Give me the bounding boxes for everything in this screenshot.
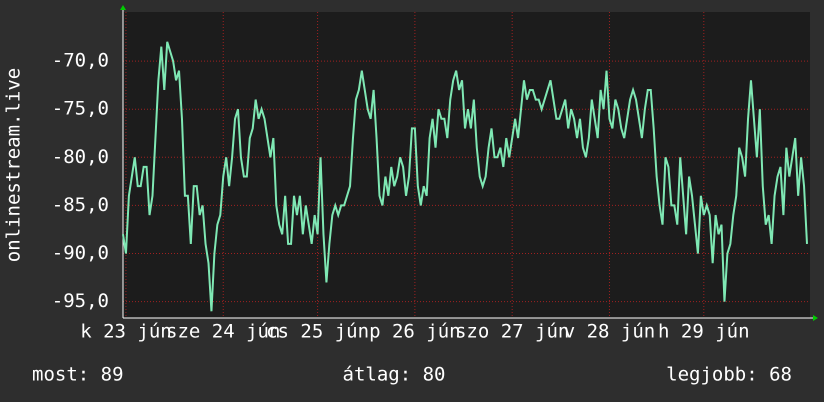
axis-arrow bbox=[120, 5, 126, 10]
footer-current: most: 89 bbox=[32, 364, 124, 386]
axis-arrow bbox=[813, 315, 818, 321]
x-tick-label: p 26 jún bbox=[369, 321, 461, 343]
footer-best: legjobb: 68 bbox=[666, 364, 792, 386]
x-tick-label: v 28 jún bbox=[564, 321, 656, 343]
series-line bbox=[122, 41, 808, 312]
x-tick-label: h 29 jún bbox=[658, 321, 750, 343]
y-tick-label: -90,0 bbox=[52, 242, 109, 264]
y-tick-label: -75,0 bbox=[52, 98, 109, 120]
y-tick-label: -95,0 bbox=[52, 290, 109, 312]
y-tick-label: -70,0 bbox=[52, 50, 109, 72]
x-tick-label: sze 24 jún bbox=[166, 321, 280, 343]
x-tick-label: k 23 jún bbox=[80, 321, 172, 343]
x-tick-label: szo 27 jún bbox=[455, 321, 569, 343]
x-tick-label: cs 25 jún bbox=[266, 321, 369, 343]
y-tick-label: -80,0 bbox=[52, 146, 109, 168]
footer-average: átlag: 80 bbox=[343, 364, 446, 386]
y-axis-label: onlinestream.live bbox=[3, 68, 25, 262]
plot-area bbox=[123, 12, 810, 318]
y-tick-label: -85,0 bbox=[52, 194, 109, 216]
